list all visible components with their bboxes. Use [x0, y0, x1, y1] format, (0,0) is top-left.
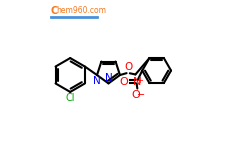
Text: Cl: Cl	[65, 93, 75, 103]
Text: C: C	[51, 6, 58, 16]
Text: O: O	[120, 77, 129, 87]
Text: N: N	[105, 73, 113, 83]
Text: +: +	[136, 76, 143, 85]
Text: −: −	[136, 90, 145, 100]
Text: N: N	[93, 76, 101, 86]
Text: N: N	[132, 77, 141, 87]
Text: hem960.com: hem960.com	[56, 6, 106, 15]
Text: O: O	[124, 62, 132, 72]
Text: O: O	[132, 90, 141, 100]
